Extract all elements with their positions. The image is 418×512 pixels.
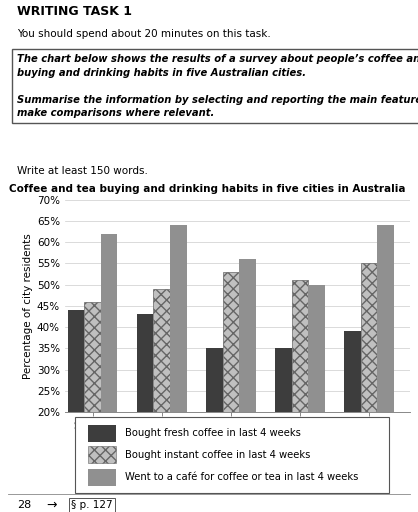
Text: 28: 28 [17, 500, 31, 510]
Bar [206, 348, 222, 497]
Bar [137, 314, 153, 497]
Bar [239, 259, 256, 497]
Text: WRITING TASK 1: WRITING TASK 1 [17, 6, 132, 18]
Text: →: → [46, 499, 56, 511]
Bar [377, 225, 394, 497]
Bar [170, 225, 186, 497]
Text: Write at least 150 words.: Write at least 150 words. [17, 166, 148, 176]
Bar [222, 272, 239, 497]
Text: You should spend about 20 minutes on this task.: You should spend about 20 minutes on thi… [17, 29, 270, 39]
Text: § p. 127: § p. 127 [71, 500, 113, 510]
Bar [88, 425, 116, 442]
Text: Bought fresh coffee in last 4 weeks: Bought fresh coffee in last 4 weeks [125, 429, 301, 438]
FancyBboxPatch shape [75, 417, 389, 493]
Bar [84, 302, 101, 497]
Bar [153, 289, 170, 497]
Bar [292, 281, 308, 497]
Bar [308, 285, 325, 497]
Bar [68, 310, 84, 497]
Bar [275, 348, 292, 497]
Bar [361, 263, 377, 497]
Text: Bought instant coffee in last 4 weeks: Bought instant coffee in last 4 weeks [125, 450, 311, 460]
Text: Went to a café for coffee or tea in last 4 weeks: Went to a café for coffee or tea in last… [125, 473, 359, 482]
Bar [344, 331, 361, 497]
Bar [88, 469, 116, 486]
Text: Coffee and tea buying and drinking habits in five cities in Australia: Coffee and tea buying and drinking habit… [9, 184, 405, 194]
Bar [101, 233, 117, 497]
Bar [88, 446, 116, 463]
Y-axis label: Percentage of city residents: Percentage of city residents [23, 233, 33, 379]
Text: The chart below shows the results of a survey about people’s coffee and tea
buyi: The chart below shows the results of a s… [17, 54, 418, 118]
